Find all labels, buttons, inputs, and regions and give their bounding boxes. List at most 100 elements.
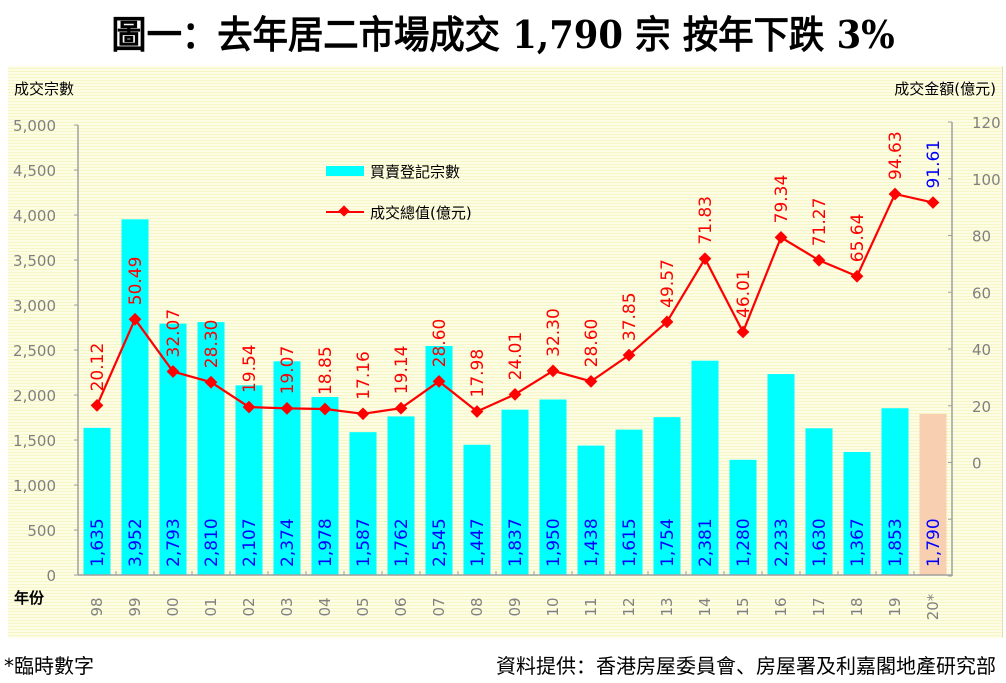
bar (387, 416, 415, 575)
bar (615, 429, 643, 575)
y-left-tick-label: 1,000 (13, 477, 56, 495)
legend-line-marker (338, 205, 350, 217)
y-right-tick-label: 60 (972, 284, 991, 302)
bar-value-label: 2,374 (278, 518, 298, 567)
line-value-label: 71.83 (696, 196, 716, 245)
x-tick-label: 11 (582, 597, 600, 616)
line-marker (242, 400, 256, 414)
x-tick-label: 20* (924, 593, 942, 620)
bar-value-label: 1,630 (810, 518, 830, 567)
y-left-tick-label: 2,500 (13, 342, 56, 360)
line-value-label: 65.64 (848, 214, 868, 263)
x-tick-label: 19 (886, 597, 904, 616)
x-tick-label: 01 (202, 597, 220, 616)
line-marker (698, 252, 712, 266)
bar-value-label: 2,793 (164, 518, 184, 567)
line-marker (90, 399, 104, 412)
line-value-label: 37.85 (620, 292, 640, 341)
bar-value-label: 1,587 (354, 518, 374, 567)
y-left-tick-label: 3,000 (13, 297, 56, 315)
bar-value-label: 2,545 (430, 518, 450, 567)
bar (539, 399, 567, 575)
bar (805, 428, 833, 575)
line-marker (774, 231, 788, 244)
bar-value-label: 1,447 (468, 518, 488, 567)
line-value-label: 19.14 (392, 346, 412, 395)
bar-value-label: 1,615 (620, 518, 640, 567)
line-value-label: 17.98 (468, 349, 488, 398)
line-value-label: 79.34 (772, 175, 792, 224)
x-tick-label: 17 (810, 597, 828, 616)
chart-svg: 1,635 3,952 2,793 2,810 2,107 2,374 1,978 1,587… (13, 80, 1001, 620)
bar-value-label: 1,635 (88, 518, 108, 567)
x-tick-label: 10 (544, 597, 562, 616)
y-right-tick-label: 0 (972, 455, 982, 473)
line-value-label: 71.27 (810, 198, 830, 247)
legend-bar-swatch (326, 166, 364, 176)
bar (349, 432, 377, 575)
y-axis-left-label: 成交宗數 (14, 80, 74, 98)
line-marker (888, 187, 902, 201)
line-value-label: 94.63 (886, 131, 906, 180)
legend-line-label: 成交總值(億元) (370, 204, 472, 222)
bar-value-label: 1,978 (316, 518, 336, 567)
line-marker (812, 253, 826, 267)
line-marker (432, 374, 446, 388)
legend-bar-label: 買賣登記宗數 (370, 163, 460, 181)
y-left-tick-label: 4,500 (13, 162, 56, 180)
bar-value-label: 1,438 (582, 518, 602, 567)
y-right-tick-label: 100 (972, 171, 1001, 189)
line-value-label: 50.49 (126, 257, 146, 306)
x-tick-label: 13 (658, 597, 676, 616)
line-marker (318, 402, 332, 416)
bar-value-label: 1,367 (848, 518, 868, 567)
bar (83, 427, 111, 575)
x-tick-label: 09 (506, 597, 524, 616)
y-right-tick-label: 20 (972, 398, 991, 416)
bar (729, 459, 757, 575)
x-tick-label: 16 (772, 597, 790, 616)
line-value-label: 28.30 (202, 320, 222, 369)
line-value-label: 20.12 (88, 343, 108, 392)
bar (843, 451, 871, 575)
line-value-label: 19.07 (278, 346, 298, 395)
bar-value-label: 1,837 (506, 518, 526, 567)
line-marker (584, 374, 598, 388)
x-tick-label: 06 (392, 597, 410, 616)
bar-value-label: 1,280 (734, 518, 754, 567)
line-marker (356, 407, 370, 421)
bar-value-label: 2,107 (240, 518, 260, 567)
line-value-label: 24.01 (506, 332, 526, 381)
x-tick-label: 08 (468, 597, 486, 616)
x-tick-label: 02 (240, 597, 258, 616)
line-value-label: 32.07 (164, 309, 184, 358)
bar (653, 417, 681, 575)
bar-value-label: 1,762 (392, 518, 412, 567)
y-right-tick-label: 40 (972, 341, 991, 359)
line-value-label: 49.57 (658, 259, 678, 308)
footnote: *臨時數字 (4, 654, 94, 678)
bar (691, 360, 719, 575)
y-right-tick-label: 80 (972, 228, 991, 246)
line-value-label: 17.16 (354, 351, 374, 400)
x-tick-label: 05 (354, 597, 372, 616)
bar (501, 409, 529, 575)
y-left-tick-label: 3,500 (13, 252, 56, 270)
bar (577, 445, 605, 575)
x-tick-label: 18 (848, 597, 866, 616)
bar (121, 219, 149, 575)
x-tick-label: 12 (620, 597, 638, 616)
line-value-label: 19.54 (240, 344, 260, 393)
line-value-label: 32.30 (544, 308, 564, 357)
line-value-label: 18.85 (316, 346, 336, 395)
x-tick-label: 00 (164, 597, 182, 616)
bar-value-label: 2,810 (202, 518, 222, 567)
bar (273, 361, 301, 575)
legend: 買賣登記宗數 成交總值(億元) (326, 163, 472, 222)
line-marker (280, 402, 294, 415)
y-left-tick-label: 0 (46, 567, 56, 585)
chart-title: 圖一：去年居二市場成交 1,790 宗 按年下跌 3% (111, 12, 895, 57)
y-left-tick-label: 2,000 (13, 387, 56, 405)
bar (919, 413, 947, 575)
source-credit: 資料提供：香港房屋委員會、房屋署及利嘉閣地產研究部 (496, 654, 996, 678)
